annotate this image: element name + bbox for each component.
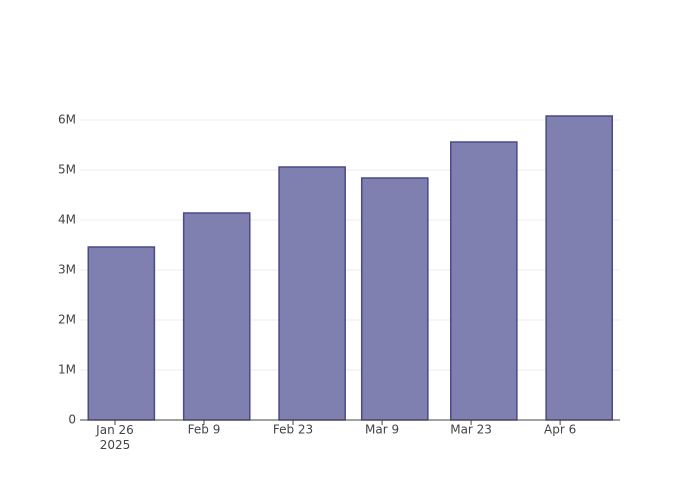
y-tick-label: 4M [58, 213, 76, 227]
grid-layer [80, 119, 620, 371]
bar [449, 141, 518, 421]
bar [87, 246, 156, 421]
bar [182, 212, 251, 421]
bar [360, 177, 429, 421]
x-tick-label: Jan 26 2025 [95, 423, 134, 452]
y-tick-label: 6M [58, 113, 76, 127]
bar [278, 166, 346, 421]
y-tick-label: 0 [68, 413, 76, 427]
x-tick-label: Feb 23 [273, 423, 313, 437]
y-tick-label: 1M [58, 363, 76, 377]
y-tick-label: 3M [58, 263, 76, 277]
x-tick-label: Mar 9 [365, 423, 399, 437]
x-tick-label: Apr 6 [544, 423, 576, 437]
bar [545, 115, 614, 421]
x-tick-label: Mar 23 [450, 423, 492, 437]
x-tick-label: Feb 9 [188, 423, 221, 437]
y-tick-label: 5M [58, 163, 76, 177]
y-tick-label: 2M [58, 313, 76, 327]
